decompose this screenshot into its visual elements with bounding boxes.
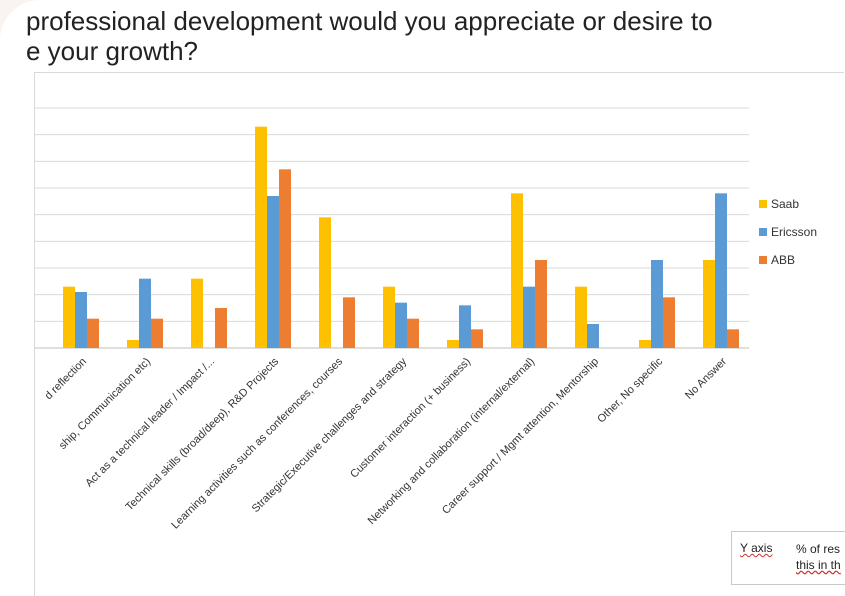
title-line-1: professional development would you appre… <box>26 6 713 36</box>
bar-abb <box>535 260 547 348</box>
legend-label-ericsson: Ericsson <box>771 225 817 239</box>
bar-saab <box>255 126 267 348</box>
x-tick-label: Customer interaction (+ business) <box>348 356 473 481</box>
bar-ericsson <box>715 193 727 348</box>
bar-saab <box>703 260 715 348</box>
x-tick-label: Other, No specific <box>595 355 665 425</box>
x-tick-label: No Answer <box>683 355 729 401</box>
chart-area: d reflection ship, Communication etc) Act … <box>34 72 844 596</box>
bar-ericsson <box>523 286 535 348</box>
bar-ericsson <box>75 292 87 348</box>
bar-ericsson <box>587 324 599 348</box>
legend-label-saab: Saab <box>771 197 799 211</box>
bar-abb <box>727 329 739 348</box>
bar-saab <box>639 340 651 348</box>
x-tick-label: Act as a technical leader / Impact /... <box>83 356 217 490</box>
bar-saab <box>575 286 587 348</box>
bar-abb <box>279 169 291 348</box>
bar-saab <box>127 340 139 348</box>
legend-label-abb: ABB <box>771 253 795 267</box>
title-line-2: e your growth? <box>26 36 198 66</box>
x-tick-label: d reflection <box>43 356 90 403</box>
bar-ericsson <box>395 302 407 348</box>
y-axis-note: Y axis % of res this in th <box>731 531 845 585</box>
legend-swatch-saab <box>759 200 767 208</box>
bar-saab <box>63 286 75 348</box>
bar-abb <box>407 318 419 348</box>
bar-ericsson <box>459 305 471 348</box>
bar-abb <box>215 308 227 348</box>
bar-saab <box>447 340 459 348</box>
note-text: % of res this in th <box>796 541 845 573</box>
bar-abb <box>87 318 99 348</box>
legend-swatch-abb <box>759 256 767 264</box>
note-label: Y axis <box>740 541 773 555</box>
bar-ericsson <box>139 278 151 348</box>
bar-abb <box>663 297 675 348</box>
bar-ericsson <box>651 260 663 348</box>
bar-saab <box>383 286 395 348</box>
legend-swatch-ericsson <box>759 228 767 236</box>
bar-abb <box>151 318 163 348</box>
bar-ericsson <box>267 196 279 348</box>
bar-abb <box>471 329 483 348</box>
bar-saab <box>319 217 331 348</box>
note-text-line-1: % of res <box>796 542 841 556</box>
bar-saab <box>511 193 523 348</box>
bar-saab <box>191 278 203 348</box>
note-text-line-2: this in th <box>796 558 841 572</box>
slide-title: professional development would you appre… <box>26 6 845 66</box>
bar-abb <box>343 297 355 348</box>
